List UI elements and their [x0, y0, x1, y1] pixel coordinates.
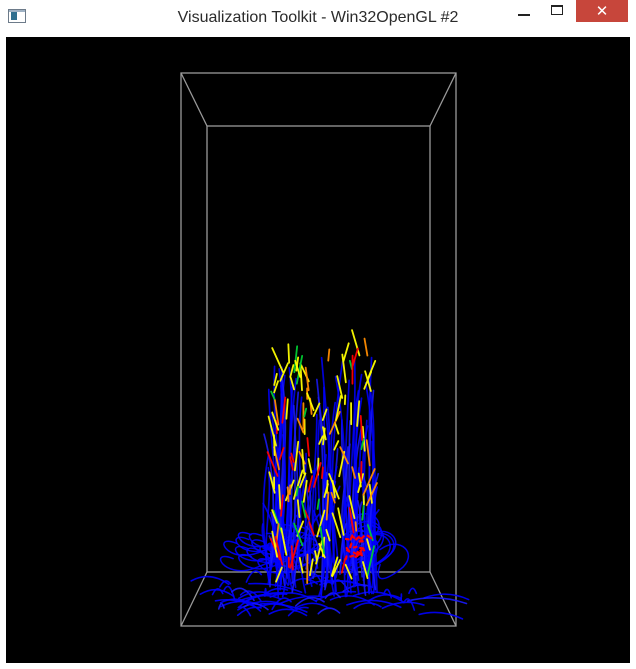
render-viewport[interactable] — [6, 37, 630, 663]
outline-back-face — [206, 125, 431, 573]
window-title: Visualization Toolkit - Win32OpenGL #2 — [177, 9, 459, 26]
maximize-icon[interactable] — [544, 0, 570, 22]
close-icon[interactable]: ✕ — [576, 0, 628, 22]
outline-front-face — [180, 72, 457, 627]
minimize-icon[interactable] — [510, 0, 536, 22]
outline-box — [180, 72, 457, 627]
vtk-window-icon[interactable] — [8, 9, 26, 23]
title-bar[interactable]: Visualization Toolkit - Win32OpenGL #2 ✕ — [0, 0, 636, 36]
streamlines — [190, 329, 470, 620]
render-scene — [6, 37, 630, 663]
